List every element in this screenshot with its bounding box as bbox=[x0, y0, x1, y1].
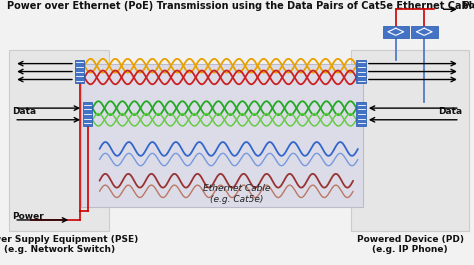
Text: Powered Device (PD)
(e.g. IP Phone): Powered Device (PD) (e.g. IP Phone) bbox=[356, 235, 464, 254]
FancyBboxPatch shape bbox=[351, 50, 469, 231]
Text: Power: Power bbox=[12, 212, 44, 221]
FancyBboxPatch shape bbox=[9, 50, 109, 231]
FancyBboxPatch shape bbox=[411, 26, 438, 38]
Text: Power over Ethernet (PoE) Transmission using the Data Pairs of Cat5e Ethernet Ca: Power over Ethernet (PoE) Transmission u… bbox=[7, 1, 474, 11]
Text: Ethernet Cable
(e.g. Cat5e): Ethernet Cable (e.g. Cat5e) bbox=[203, 184, 271, 204]
Text: Power: Power bbox=[462, 1, 474, 10]
FancyBboxPatch shape bbox=[83, 102, 92, 126]
Text: Data: Data bbox=[12, 107, 36, 116]
FancyBboxPatch shape bbox=[75, 60, 84, 83]
FancyBboxPatch shape bbox=[383, 26, 409, 38]
FancyBboxPatch shape bbox=[356, 102, 366, 126]
FancyBboxPatch shape bbox=[81, 64, 363, 207]
Text: Data: Data bbox=[438, 107, 462, 116]
Text: Power Supply Equipment (PSE)
(e.g. Network Switch): Power Supply Equipment (PSE) (e.g. Netwo… bbox=[0, 235, 138, 254]
FancyBboxPatch shape bbox=[356, 60, 366, 83]
